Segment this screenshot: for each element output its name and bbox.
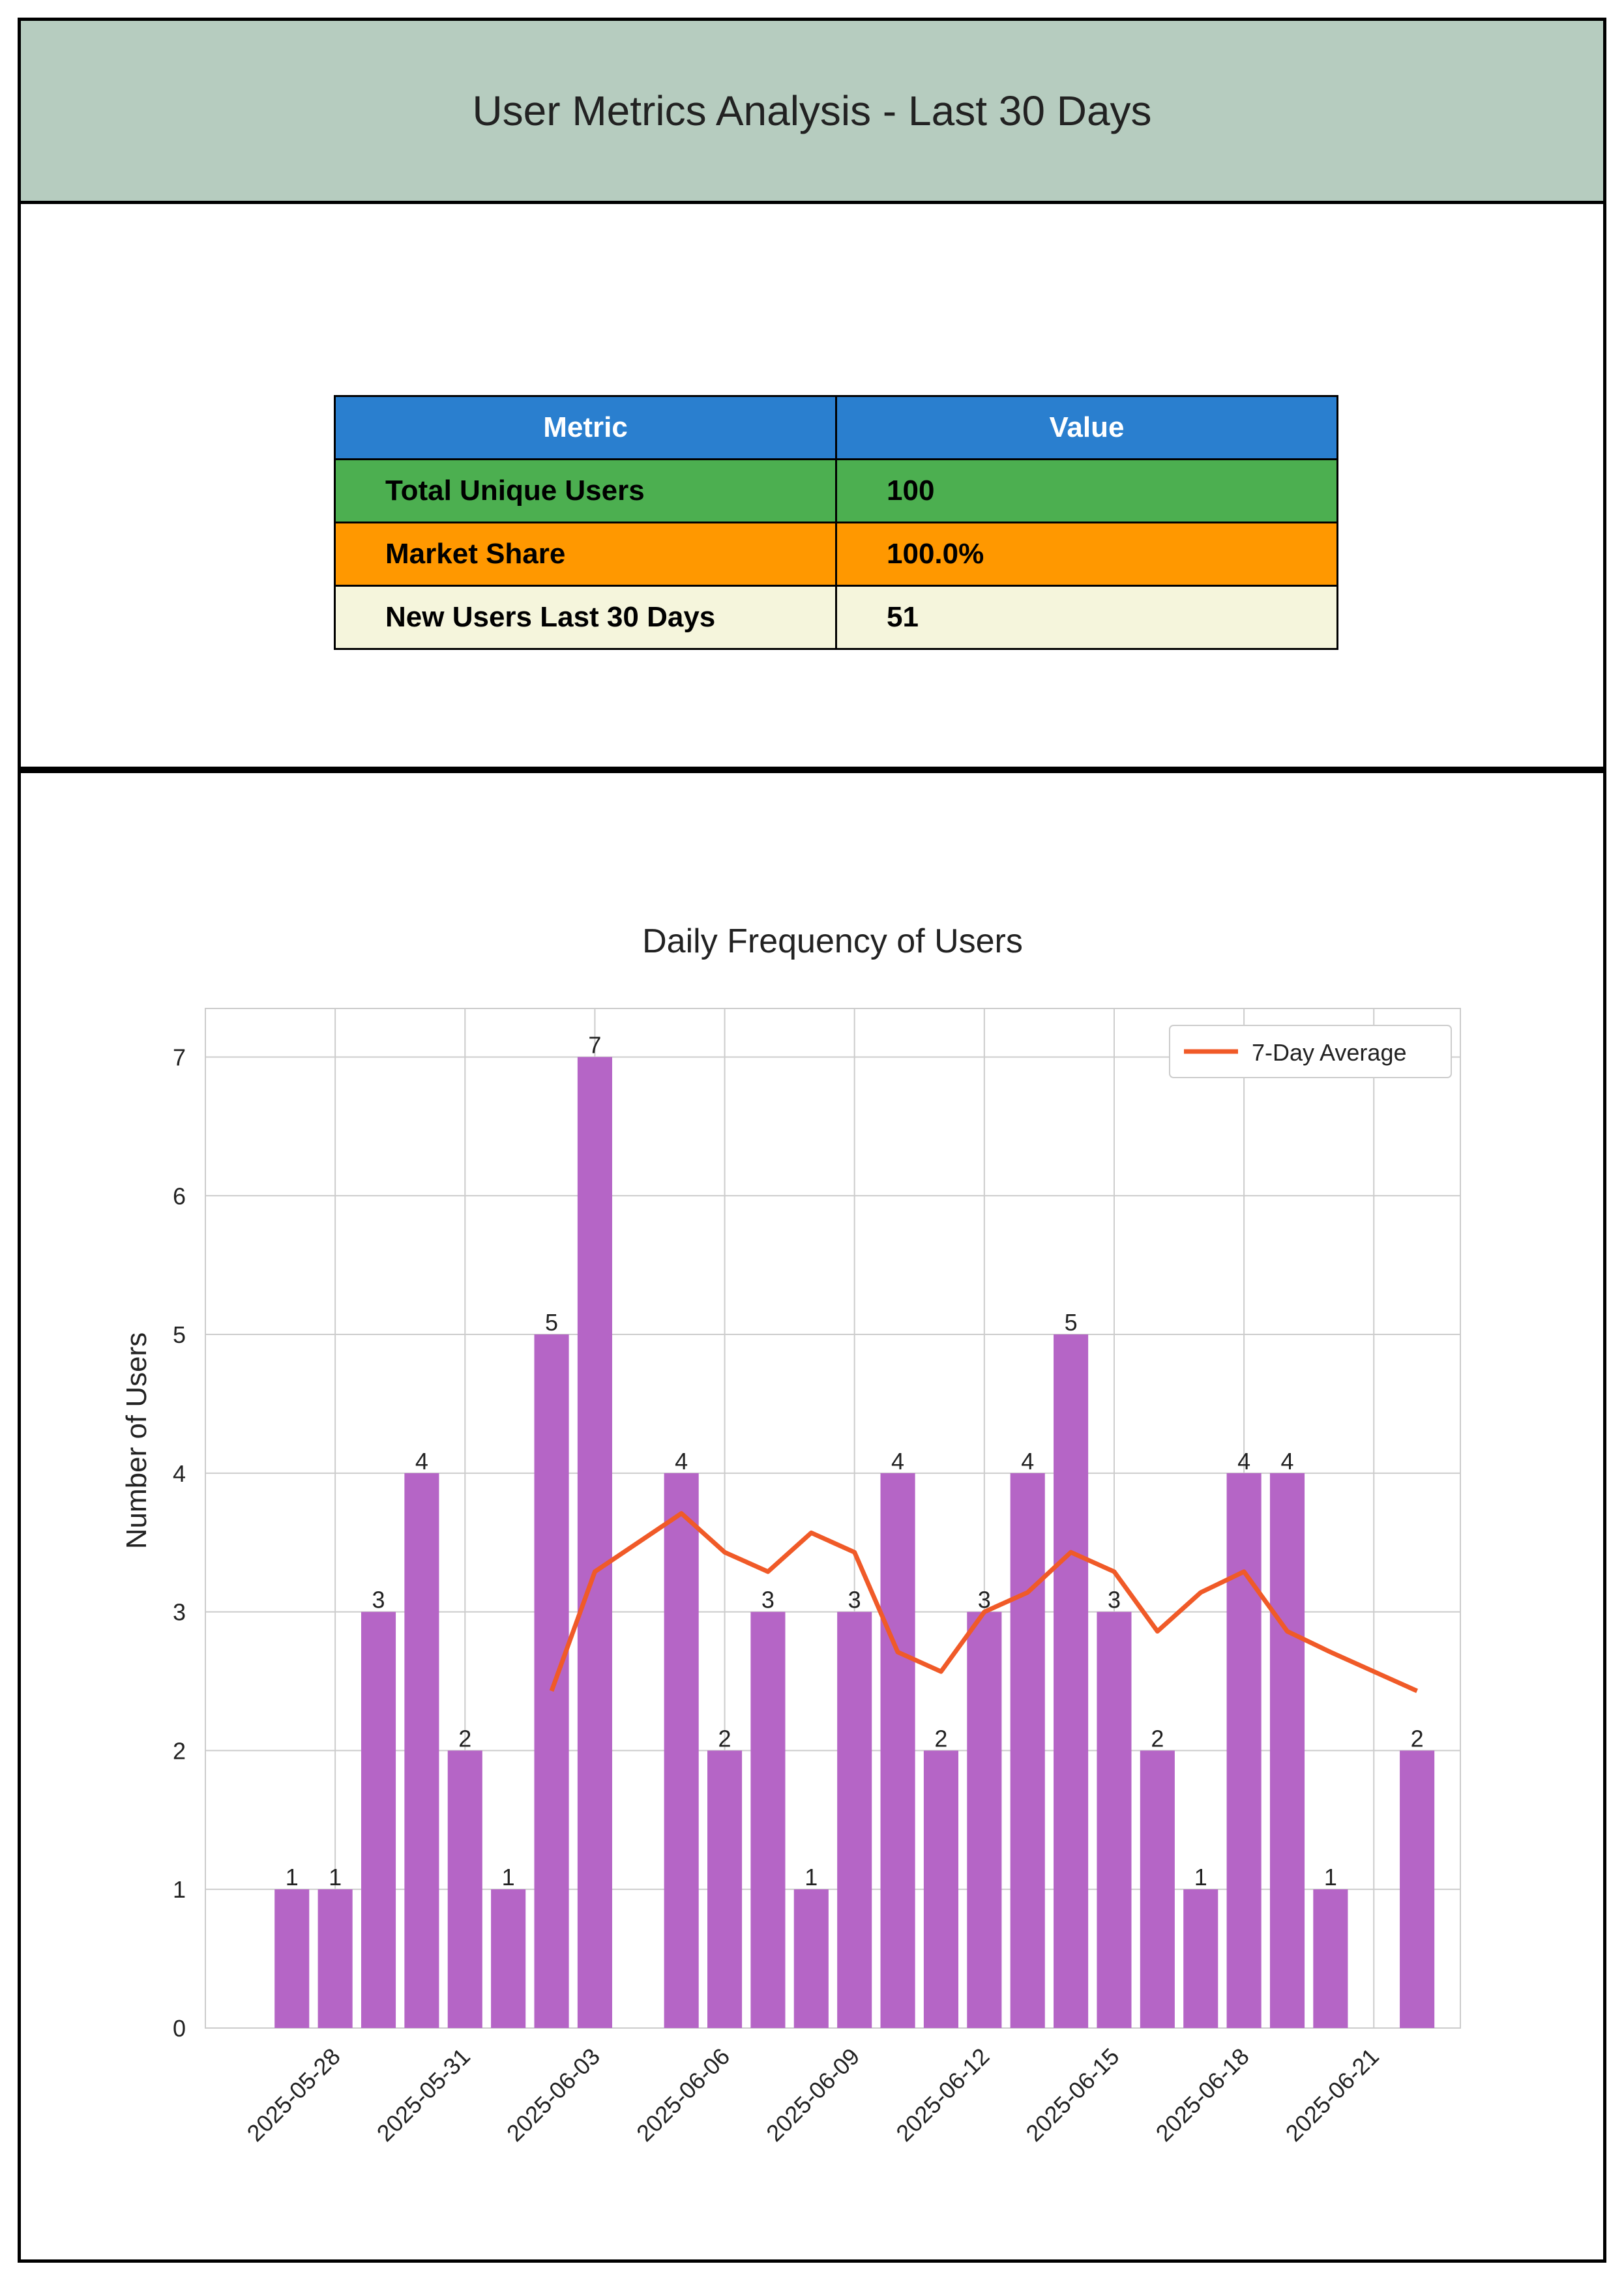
bar (664, 1473, 699, 2028)
bar-value-label: 4 (1237, 1448, 1250, 1475)
bar-value-label: 7 (588, 1031, 601, 1058)
table-row: Market Share 100.0% (334, 522, 1338, 587)
x-tick-label: 2025-05-28 (242, 2043, 346, 2147)
x-tick-label: 2025-06-06 (631, 2043, 735, 2147)
bar-value-label: 1 (329, 1864, 342, 1890)
bar (1010, 1473, 1045, 2028)
y-tick-label: 0 (173, 2015, 186, 2042)
bar-value-label: 1 (502, 1864, 515, 1890)
metrics-table: Metric Value Total Unique Users 100 Mark… (334, 395, 1338, 650)
bar (447, 1750, 482, 2028)
column-header-value: Value (835, 395, 1338, 460)
value-cell: 51 (835, 585, 1338, 650)
y-tick-label: 5 (173, 1321, 186, 1348)
bar (707, 1750, 743, 2028)
bar (1400, 1750, 1435, 2028)
header-panel: User Metrics Analysis - Last 30 Days (18, 18, 1606, 204)
y-tick-label: 7 (173, 1044, 186, 1070)
bar (967, 1611, 1002, 2028)
bar (1183, 1889, 1218, 2028)
y-tick-label: 4 (173, 1460, 186, 1487)
bar (1313, 1889, 1348, 2028)
y-axis-label: Number of Users (121, 1332, 153, 1550)
bar-value-label: 1 (1194, 1864, 1207, 1890)
x-tick-label: 2025-05-31 (372, 2043, 475, 2147)
metric-cell: New Users Last 30 Days (334, 585, 837, 650)
bar (923, 1750, 958, 2028)
bar-value-label: 3 (848, 1587, 861, 1613)
value-cell: 100 (835, 458, 1338, 523)
x-tick-label: 2025-06-21 (1280, 2043, 1384, 2147)
x-tick-label: 2025-06-18 (1151, 2043, 1254, 2147)
bar (837, 1611, 872, 2028)
y-tick-label: 3 (173, 1599, 186, 1626)
bar-value-label: 3 (761, 1587, 775, 1613)
chart-legend: 7-Day Average (1169, 1025, 1452, 1078)
bar-value-label: 4 (891, 1448, 904, 1475)
bar-value-label: 2 (718, 1725, 731, 1752)
bar-value-label: 1 (805, 1864, 818, 1890)
bar-value-label: 2 (1151, 1725, 1164, 1752)
bar (317, 1889, 353, 2028)
metric-cell: Total Unique Users (334, 458, 837, 523)
x-tick-label: 2025-06-09 (761, 2043, 864, 2147)
bars (274, 1057, 1435, 2028)
bar-value-label: 2 (1411, 1725, 1424, 1752)
x-tick-label: 2025-06-15 (1020, 2043, 1124, 2147)
average-line (549, 1511, 1419, 1694)
bar-value-label: 5 (1065, 1309, 1078, 1336)
bar (880, 1473, 915, 2028)
daily-frequency-chart: Daily Frequency of Users 1 1 3 4 2 1 5 7 4 2 3 1 3 4 2… (121, 922, 1461, 2147)
bar (404, 1473, 439, 2028)
value-cell: 100.0% (835, 522, 1338, 587)
bar-value-label: 2 (934, 1725, 947, 1752)
y-tick-label: 6 (173, 1183, 186, 1209)
y-tick-label: 1 (173, 1876, 186, 1903)
bar-value-label: 4 (415, 1448, 428, 1475)
bar-value-label: 1 (1324, 1864, 1337, 1890)
bar (577, 1057, 612, 2028)
chart-panel: Daily Frequency of Users 1 1 3 4 2 1 5 7 4 2 3 1 3 4 2… (18, 770, 1606, 2263)
bar (1140, 1750, 1175, 2028)
bar (750, 1611, 786, 2028)
bar-value-label: 4 (1021, 1448, 1034, 1475)
page-title: User Metrics Analysis - Last 30 Days (472, 87, 1152, 134)
table-row: Total Unique Users 100 (334, 458, 1338, 523)
bar (1097, 1611, 1132, 2028)
legend-label: 7-Day Average (1252, 1039, 1406, 1066)
metric-cell: Market Share (334, 522, 837, 587)
legend-box (1169, 1025, 1452, 1078)
column-header-metric: Metric (334, 395, 837, 460)
bar-value-label: 5 (545, 1309, 558, 1336)
y-tick-label: 2 (173, 1737, 186, 1764)
bar-value-label: 1 (286, 1864, 299, 1890)
bar (1054, 1334, 1089, 2028)
bar-value-label: 2 (458, 1725, 471, 1752)
x-tick-label: 2025-06-03 (501, 2043, 605, 2147)
bar-value-label: 4 (675, 1448, 688, 1475)
bar (1269, 1473, 1305, 2028)
bar-value-label: 3 (1108, 1587, 1121, 1613)
bar-value-label: 4 (1280, 1448, 1293, 1475)
bar (534, 1334, 569, 2028)
bar-value-label: 3 (372, 1587, 385, 1613)
average-line-path (549, 1511, 1419, 1694)
metrics-table-panel: Metric Value Total Unique Users 100 Mark… (18, 201, 1606, 770)
chart-title: Daily Frequency of Users (642, 922, 1023, 960)
plot-frame (205, 1008, 1461, 2029)
bar-value-label: 3 (978, 1587, 991, 1613)
bar-value-labels: 1 1 3 4 2 1 5 7 4 2 3 1 3 4 2 3 4 5 3 2 1 4 4 1 2 (286, 1031, 1424, 1890)
bar (1226, 1473, 1262, 2028)
bar (491, 1889, 526, 2028)
x-tick-label: 2025-06-12 (891, 2043, 994, 2147)
table-row: New Users Last 30 Days 51 (334, 585, 1338, 650)
bar (274, 1889, 310, 2028)
bar (793, 1889, 829, 2028)
table-header-row: Metric Value (334, 395, 1338, 460)
bar (361, 1611, 396, 2028)
